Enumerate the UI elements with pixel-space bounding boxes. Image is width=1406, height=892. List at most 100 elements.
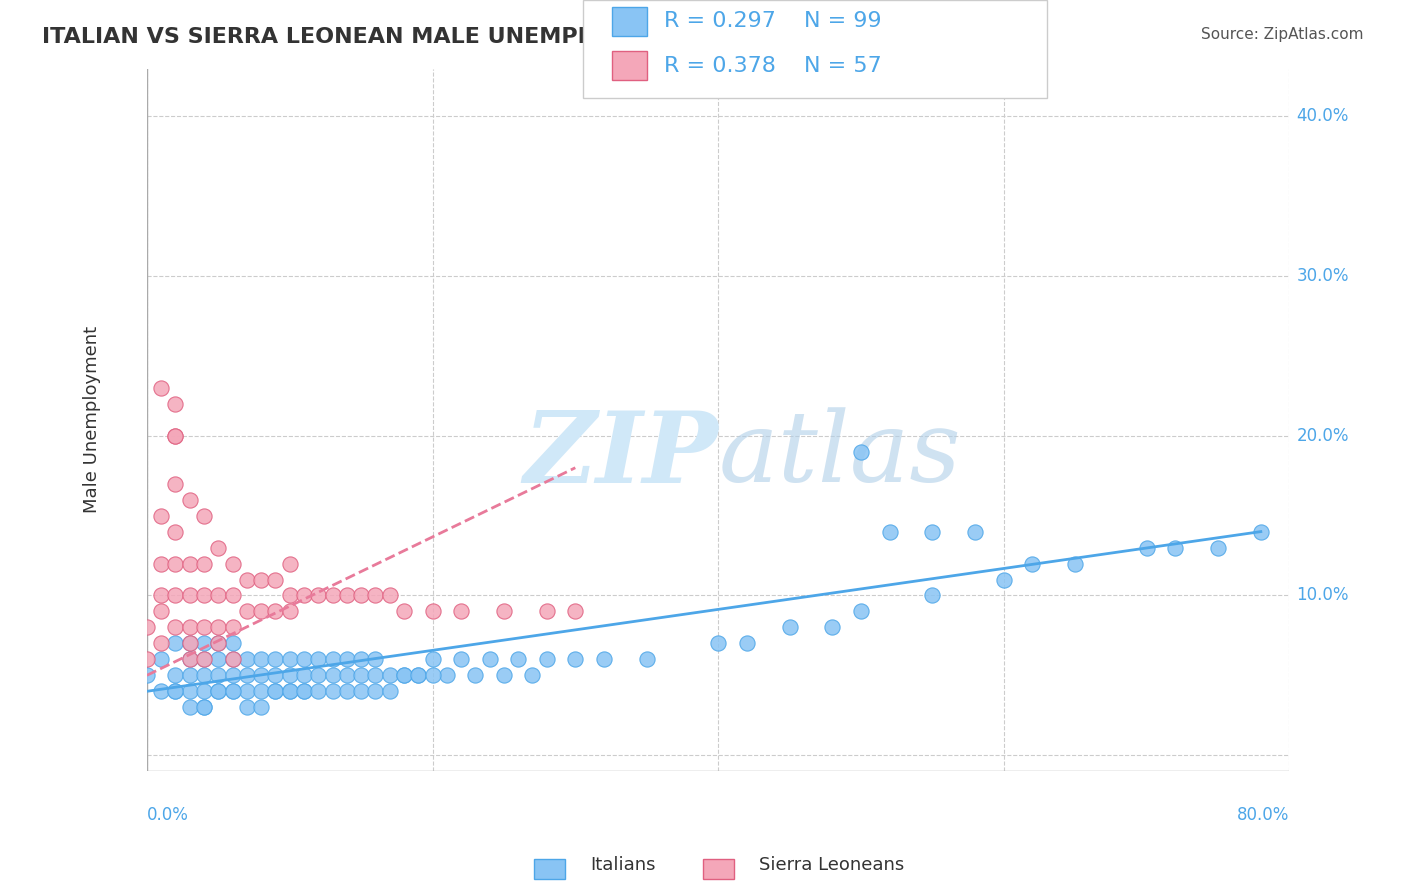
Point	[921, 589, 943, 603]
Point	[364, 684, 387, 698]
Point	[492, 604, 515, 618]
Point	[1021, 557, 1043, 571]
Point	[350, 589, 373, 603]
Point	[336, 684, 359, 698]
Point	[250, 652, 273, 666]
Point	[221, 557, 243, 571]
Point	[292, 684, 315, 698]
Point	[179, 636, 201, 650]
Point	[207, 636, 229, 650]
Point	[207, 636, 229, 650]
Point	[636, 652, 658, 666]
Point	[221, 684, 243, 698]
Point	[422, 652, 444, 666]
Point	[292, 589, 315, 603]
Point	[1250, 524, 1272, 539]
Point	[378, 668, 401, 682]
Point	[207, 652, 229, 666]
Point	[593, 652, 616, 666]
Text: Sierra Leoneans: Sierra Leoneans	[759, 856, 904, 874]
Point	[179, 652, 201, 666]
Point	[250, 684, 273, 698]
Text: 0.0%: 0.0%	[146, 806, 188, 824]
Point	[364, 668, 387, 682]
Point	[193, 589, 215, 603]
Point	[322, 589, 344, 603]
Point	[236, 604, 259, 618]
Point	[165, 476, 187, 491]
Point	[278, 684, 301, 698]
Point	[322, 652, 344, 666]
Text: 40.0%: 40.0%	[1296, 107, 1348, 126]
Point	[292, 652, 315, 666]
Point	[292, 684, 315, 698]
Point	[278, 557, 301, 571]
Point	[250, 573, 273, 587]
Point	[221, 652, 243, 666]
Point	[993, 573, 1015, 587]
Point	[165, 589, 187, 603]
Point	[150, 589, 173, 603]
Point	[193, 508, 215, 523]
Point	[179, 636, 201, 650]
Point	[522, 668, 544, 682]
Text: R = 0.297: R = 0.297	[664, 12, 776, 31]
Point	[264, 604, 287, 618]
Point	[179, 700, 201, 714]
Point	[150, 636, 173, 650]
Point	[536, 652, 558, 666]
Point	[193, 652, 215, 666]
Point	[221, 620, 243, 634]
Point	[821, 620, 844, 634]
Point	[193, 684, 215, 698]
Point	[564, 604, 586, 618]
Point	[292, 668, 315, 682]
Point	[406, 668, 429, 682]
Point	[165, 429, 187, 443]
Text: Source: ZipAtlas.com: Source: ZipAtlas.com	[1201, 27, 1364, 42]
Point	[193, 668, 215, 682]
Point	[350, 668, 373, 682]
Point	[264, 652, 287, 666]
Point	[179, 684, 201, 698]
Point	[307, 668, 329, 682]
Point	[278, 684, 301, 698]
Point	[1135, 541, 1157, 555]
Point	[264, 684, 287, 698]
Point	[1164, 541, 1187, 555]
Text: N = 57: N = 57	[804, 56, 882, 76]
Text: atlas: atlas	[718, 408, 960, 502]
Point	[336, 652, 359, 666]
Point	[364, 652, 387, 666]
Point	[165, 620, 187, 634]
Point	[478, 652, 501, 666]
Point	[250, 668, 273, 682]
Point	[165, 429, 187, 443]
Point	[492, 668, 515, 682]
Point	[322, 684, 344, 698]
Point	[193, 652, 215, 666]
Point	[193, 557, 215, 571]
Point	[436, 668, 458, 682]
Point	[150, 508, 173, 523]
Point	[392, 604, 415, 618]
Point	[307, 684, 329, 698]
Text: ITALIAN VS SIERRA LEONEAN MALE UNEMPLOYMENT CORRELATION CHART: ITALIAN VS SIERRA LEONEAN MALE UNEMPLOYM…	[42, 27, 970, 46]
Point	[307, 652, 329, 666]
Point	[250, 700, 273, 714]
Point	[264, 684, 287, 698]
Point	[350, 652, 373, 666]
Text: 30.0%: 30.0%	[1296, 267, 1348, 285]
Point	[849, 444, 872, 458]
Point	[264, 573, 287, 587]
Point	[135, 620, 157, 634]
Point	[336, 668, 359, 682]
Point	[392, 668, 415, 682]
Point	[165, 684, 187, 698]
Point	[464, 668, 486, 682]
Point	[165, 668, 187, 682]
Point	[150, 604, 173, 618]
Point	[278, 589, 301, 603]
Point	[921, 524, 943, 539]
Point	[207, 668, 229, 682]
